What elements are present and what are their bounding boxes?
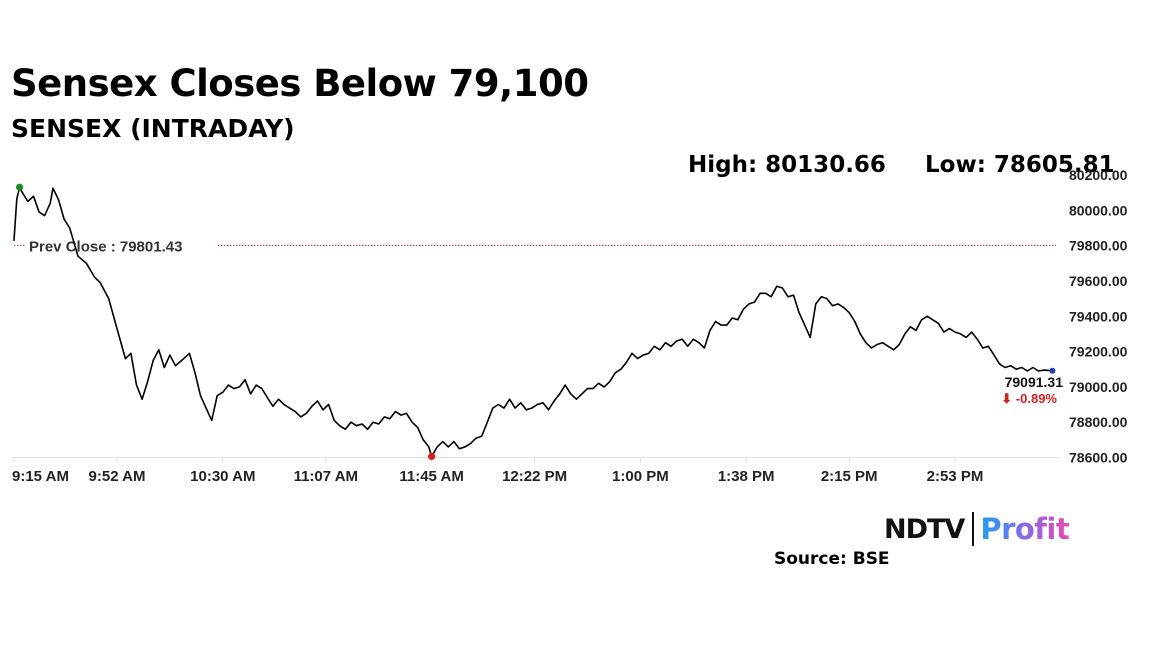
y-tick-label: 79200.00 <box>1069 344 1128 360</box>
day-low-marker <box>428 452 436 461</box>
brand-profit: Profit <box>980 512 1070 546</box>
y-tick-label: 78600.00 <box>1069 450 1128 466</box>
y-tick-label: 79800.00 <box>1069 238 1128 254</box>
x-tick-label: 2:15 PM <box>821 468 878 485</box>
brand-divider <box>972 512 975 546</box>
y-tick-label: 79000.00 <box>1069 379 1128 395</box>
y-tick-label: 79400.00 <box>1069 308 1128 324</box>
x-tick-label: 2:53 PM <box>927 468 984 485</box>
x-tick-label: 9:15 AM <box>12 468 69 485</box>
x-tick-label: 10:30 AM <box>190 468 255 485</box>
x-tick-label: 11:07 AM <box>294 468 358 485</box>
brand-ndtv: NDTV <box>884 513 965 545</box>
y-tick-label: 79600.00 <box>1069 273 1128 289</box>
x-tick-label: 12:22 PM <box>502 468 567 485</box>
day-low-text: Low: 78605.81 <box>925 152 1115 178</box>
ndtv-profit-logo: NDTV Profit <box>884 509 1070 549</box>
prev-close-label: Prev Close : 79801.43 <box>29 238 182 255</box>
y-tick-label: 80200.00 <box>1069 167 1128 183</box>
chart-subtitle: SENSEX (INTRADAY) <box>11 114 295 143</box>
x-tick-label: 9:52 AM <box>89 468 146 485</box>
last-price-marker <box>1049 367 1056 374</box>
y-tick-label: 80000.00 <box>1069 202 1128 218</box>
source-note: Source: BSE <box>774 549 890 569</box>
last-price-label: 79091.31 <box>1005 374 1064 390</box>
day-high-marker <box>15 183 24 191</box>
x-tick-label: 1:38 PM <box>718 468 775 485</box>
y-tick-label: 78800.00 <box>1069 414 1128 430</box>
chart-title: Sensex Closes Below 79,100 <box>11 62 589 105</box>
x-tick-label: 1:00 PM <box>612 468 669 485</box>
day-high-text: High: 80130.66 <box>688 152 886 178</box>
sensex-series-line <box>13 186 1054 458</box>
x-tick-label: 11:45 AM <box>399 468 463 485</box>
percent-change-label: ⬇ -0.89% <box>1001 391 1057 406</box>
